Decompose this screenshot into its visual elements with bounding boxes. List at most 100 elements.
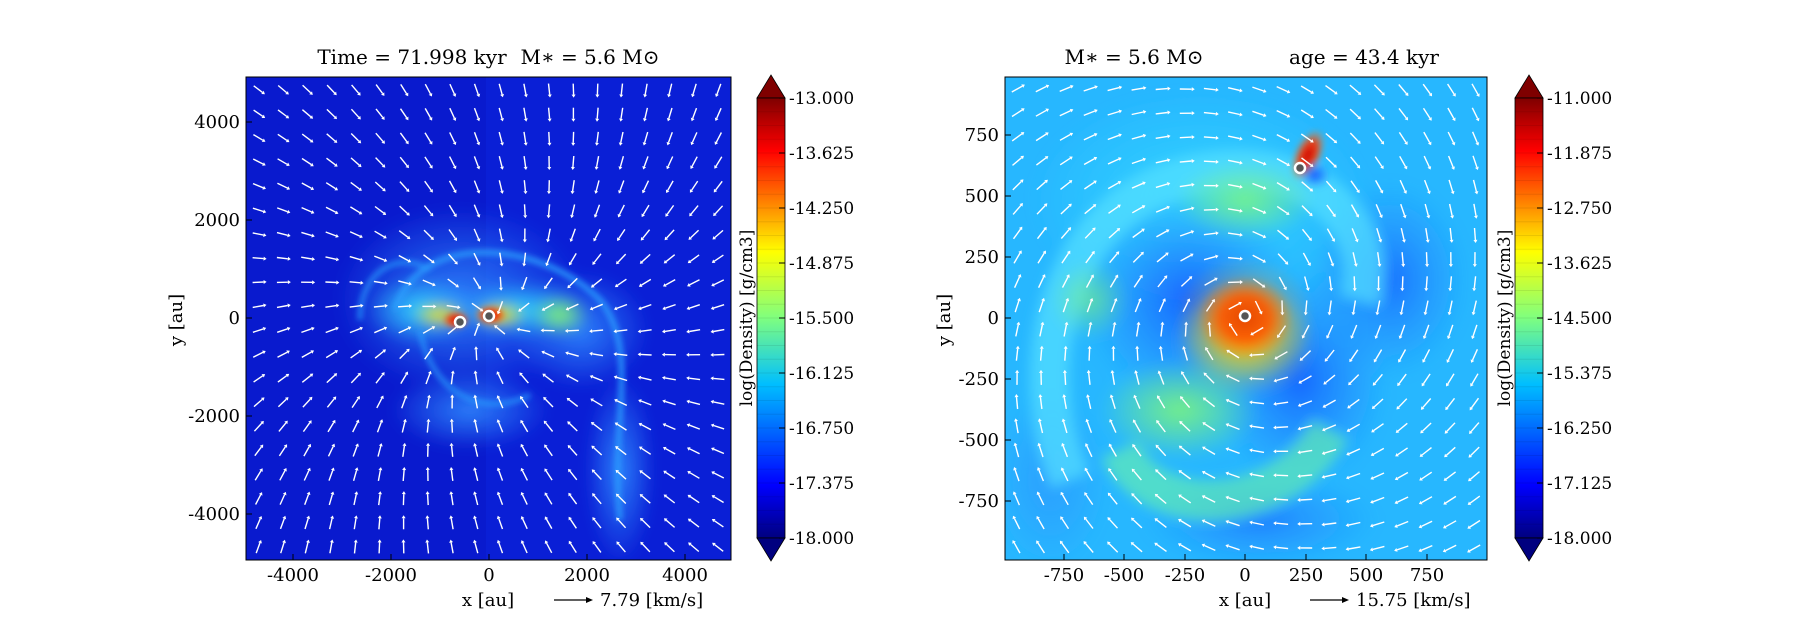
- velocity-arrow: [619, 156, 625, 167]
- velocity-arrow: [1471, 373, 1479, 385]
- velocity-arrow-head: [1239, 88, 1243, 93]
- velocity-arrow-head: [544, 540, 549, 545]
- velocity-arrow: [253, 375, 264, 383]
- velocity-arrow: [1011, 133, 1023, 142]
- velocity-arrow: [547, 83, 551, 95]
- velocity-arrow: [327, 422, 335, 433]
- velocity-arrow-head: [1297, 521, 1301, 526]
- velocity-arrow-head: [310, 186, 315, 191]
- velocity-arrow: [1014, 493, 1021, 506]
- velocity-arrow-head: [1321, 498, 1325, 503]
- velocity-arrow-head: [1215, 254, 1219, 259]
- velocity-arrow-head: [1167, 158, 1171, 163]
- velocity-arrow-head: [449, 467, 454, 471]
- velocity-arrow: [713, 328, 725, 333]
- velocity-arrow: [1376, 300, 1381, 313]
- velocity-arrow: [1325, 85, 1336, 94]
- velocity-arrow: [277, 398, 287, 408]
- velocity-arrow: [1061, 469, 1069, 482]
- velocity-arrow-head: [263, 280, 267, 285]
- velocity-arrow-head: [1044, 179, 1048, 184]
- velocity-arrow: [1227, 208, 1241, 212]
- velocity-arrow: [1013, 542, 1021, 554]
- velocity-arrow: [593, 543, 602, 553]
- velocity-arrow-head: [1475, 142, 1480, 146]
- velocity-arrow: [1422, 398, 1432, 409]
- velocity-arrow: [569, 470, 578, 481]
- velocity-arrow: [523, 131, 527, 143]
- right-panel: M∗ = 5.6 M⊙ age = 43.4 kyr: [934, 45, 1612, 611]
- velocity-arrow-head: [691, 93, 695, 98]
- velocity-arrow-head: [405, 188, 410, 192]
- velocity-arrow: [350, 157, 360, 166]
- velocity-arrow: [400, 84, 408, 95]
- velocity-arrow-head: [567, 284, 571, 289]
- velocity-arrow: [1180, 471, 1192, 480]
- velocity-arrow: [1133, 276, 1142, 288]
- velocity-arrow-head: [455, 283, 459, 288]
- velocity-arrow: [1423, 179, 1430, 192]
- velocity-arrow-head: [1107, 492, 1112, 497]
- velocity-arrow: [498, 494, 504, 506]
- velocity-arrow-head: [1403, 165, 1408, 170]
- velocity-arrow-head: [1178, 445, 1183, 450]
- velocity-arrow: [1348, 472, 1361, 479]
- velocity-arrow-head: [1131, 493, 1135, 497]
- velocity-arrow-head: [1036, 491, 1041, 496]
- velocity-arrow: [349, 231, 361, 237]
- velocity-arrow: [547, 228, 551, 240]
- velocity-arrow: [1180, 495, 1192, 504]
- velocity-arrow: [422, 327, 433, 334]
- velocity-arrow: [498, 204, 503, 216]
- velocity-arrow-head: [1132, 444, 1136, 448]
- velocity-arrow-head: [499, 238, 504, 243]
- velocity-arrow-head: [1262, 161, 1267, 166]
- velocity-arrow: [424, 156, 432, 167]
- velocity-arrow: [642, 204, 650, 215]
- velocity-arrow: [1061, 542, 1070, 554]
- velocity-arrow-head: [1258, 310, 1263, 315]
- velocity-arrow-head: [1284, 261, 1289, 265]
- velocity-arrow-head: [381, 116, 385, 120]
- velocity-arrow-head: [1019, 179, 1024, 183]
- velocity-arrow-head: [476, 165, 481, 170]
- velocity-arrow: [1108, 518, 1119, 529]
- velocity-arrow: [1085, 252, 1094, 264]
- velocity-arrow: [426, 542, 430, 554]
- velocity-arrow-head: [570, 214, 575, 219]
- velocity-arrow-head: [638, 283, 643, 287]
- velocity-arrow: [1276, 109, 1288, 117]
- velocity-arrow: [543, 351, 555, 358]
- velocity-arrow: [1204, 520, 1216, 527]
- velocity-arrow: [690, 205, 699, 215]
- velocity-arrow-head: [476, 93, 481, 98]
- velocity-arrow: [1473, 276, 1477, 289]
- velocity-arrow: [1446, 422, 1456, 432]
- right-colorbar-tick: -16.250: [1547, 419, 1612, 439]
- velocity-arrow: [1252, 545, 1265, 550]
- velocity-arrow-head: [1381, 91, 1385, 96]
- velocity-arrow: [1400, 227, 1405, 240]
- velocity-arrow-head: [1165, 229, 1170, 233]
- velocity-arrow: [326, 108, 336, 118]
- velocity-arrow-head: [1422, 359, 1426, 363]
- velocity-arrow-head: [1346, 428, 1351, 432]
- velocity-arrow-head: [1239, 160, 1243, 165]
- velocity-arrow-head: [1155, 469, 1159, 473]
- velocity-arrow-head: [637, 375, 642, 380]
- velocity-arrow-head: [1273, 521, 1277, 526]
- velocity-arrow-head: [1225, 447, 1230, 452]
- velocity-arrow: [1252, 473, 1265, 478]
- velocity-arrow: [1012, 228, 1022, 240]
- velocity-arrow-head: [431, 259, 435, 264]
- velocity-arrow-head: [1015, 369, 1020, 373]
- velocity-arrow: [1111, 372, 1116, 385]
- velocity-arrow: [1421, 447, 1432, 456]
- velocity-arrow-head: [1450, 190, 1455, 195]
- velocity-arrow-head: [663, 518, 668, 522]
- velocity-arrow-head: [523, 215, 528, 219]
- velocity-arrow-head: [1157, 370, 1162, 374]
- right-colorbar: -11.000 -11.875 -12.750 -13.625 -14.500 …: [1495, 74, 1612, 562]
- velocity-arrow-head: [382, 187, 386, 192]
- velocity-arrow: [1399, 155, 1407, 168]
